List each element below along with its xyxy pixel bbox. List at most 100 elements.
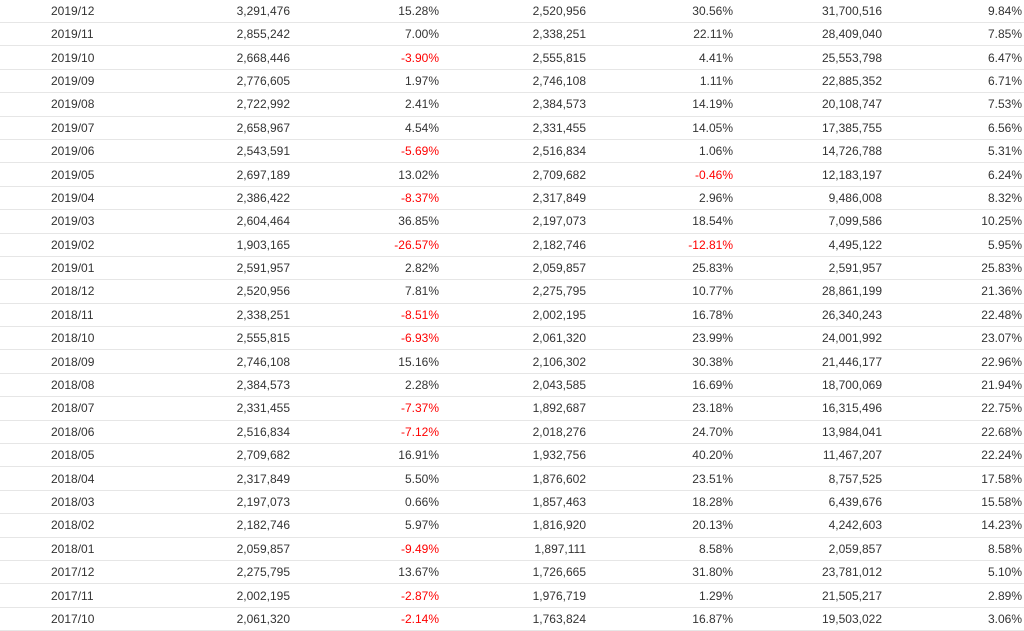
cumulative-revenue-cell: 4,242,603: [735, 513, 884, 538]
cumulative-change-cell: 5.10%: [884, 560, 1024, 585]
yoy-change-cell: 1.11%: [588, 69, 735, 94]
revenue-cell: 2,002,195: [105, 583, 292, 608]
mom-change-cell: 2.41%: [292, 92, 441, 117]
cumulative-change-cell: 22.68%: [884, 420, 1024, 445]
cumulative-change-cell: 22.48%: [884, 303, 1024, 328]
cumulative-change-cell: 15.58%: [884, 490, 1024, 515]
yoy-change-cell: 30.38%: [588, 349, 735, 374]
cumulative-revenue-cell: 21,446,177: [735, 349, 884, 374]
cumulative-revenue-cell: 14,726,788: [735, 139, 884, 164]
revenue-cell: 2,855,242: [105, 22, 292, 47]
revenue-cell: 3,291,476: [105, 0, 292, 23]
cumulative-change-cell: 23.07%: [884, 326, 1024, 351]
table-row: 2017/11 2,002,195 -2.87% 1,976,719 1.29% 21,5…: [0, 583, 1024, 608]
yoy-change-cell: 23.51%: [588, 466, 735, 491]
month-cell: 2018/06: [0, 420, 105, 445]
table-row: 2017/12 2,275,795 13.67% 1,726,665 31.80% 23,…: [0, 560, 1024, 585]
table-row: 2017/10 2,061,320 -2.14% 1,763,824 16.87% 19,…: [0, 607, 1024, 631]
cumulative-revenue-cell: 21,505,217: [735, 583, 884, 608]
cumulative-revenue-cell: 28,409,040: [735, 22, 884, 47]
revenue-cell: 2,386,422: [105, 186, 292, 211]
prior-year-revenue-cell: 2,182,746: [441, 233, 588, 257]
revenue-cell: 2,059,857: [105, 537, 292, 561]
yoy-change-cell: 24.70%: [588, 420, 735, 445]
cumulative-change-cell: 10.25%: [884, 209, 1024, 234]
prior-year-revenue-cell: 1,892,687: [441, 396, 588, 421]
cumulative-revenue-cell: 26,340,243: [735, 303, 884, 328]
table-row: 2019/03 2,604,464 36.85% 2,197,073 18.54% 7,0…: [0, 209, 1024, 234]
month-cell: 2019/03: [0, 209, 105, 234]
cumulative-revenue-cell: 7,099,586: [735, 209, 884, 234]
cumulative-change-cell: 6.71%: [884, 69, 1024, 94]
table-row: 2019/07 2,658,967 4.54% 2,331,455 14.05% 17,3…: [0, 116, 1024, 140]
cumulative-revenue-cell: 18,700,069: [735, 373, 884, 398]
month-cell: 2018/03: [0, 490, 105, 515]
revenue-cell: 2,516,834: [105, 420, 292, 445]
cumulative-revenue-cell: 28,861,199: [735, 279, 884, 304]
cumulative-revenue-cell: 16,315,496: [735, 396, 884, 421]
month-cell: 2018/09: [0, 349, 105, 374]
month-cell: 2018/01: [0, 537, 105, 561]
prior-year-revenue-cell: 2,106,302: [441, 349, 588, 374]
prior-year-revenue-cell: 2,338,251: [441, 22, 588, 47]
mom-change-cell: -5.69%: [292, 139, 441, 164]
yoy-change-cell: 16.87%: [588, 607, 735, 631]
mom-change-cell: 1.97%: [292, 69, 441, 94]
prior-year-revenue-cell: 2,555,815: [441, 45, 588, 70]
yoy-change-cell: 2.96%: [588, 186, 735, 211]
prior-year-revenue-cell: 2,709,682: [441, 162, 588, 187]
cumulative-revenue-cell: 22,885,352: [735, 69, 884, 94]
cumulative-revenue-cell: 8,757,525: [735, 466, 884, 491]
cumulative-change-cell: 17.58%: [884, 466, 1024, 491]
revenue-cell: 2,061,320: [105, 607, 292, 631]
cumulative-change-cell: 6.47%: [884, 45, 1024, 70]
cumulative-revenue-cell: 24,001,992: [735, 326, 884, 351]
yoy-change-cell: 8.58%: [588, 537, 735, 561]
cumulative-change-cell: 2.89%: [884, 583, 1024, 608]
table-row: 2019/04 2,386,422 -8.37% 2,317,849 2.96% 9,48…: [0, 186, 1024, 211]
prior-year-revenue-cell: 1,897,111: [441, 537, 588, 561]
month-cell: 2018/10: [0, 326, 105, 351]
month-cell: 2019/12: [0, 0, 105, 23]
mom-change-cell: -3.90%: [292, 45, 441, 70]
revenue-cell: 2,520,956: [105, 279, 292, 304]
revenue-cell: 2,776,605: [105, 69, 292, 94]
table-row: 2018/11 2,338,251 -8.51% 2,002,195 16.78% 26,…: [0, 303, 1024, 328]
mom-change-cell: -7.12%: [292, 420, 441, 445]
yoy-change-cell: 22.11%: [588, 22, 735, 47]
cumulative-change-cell: 25.83%: [884, 256, 1024, 281]
cumulative-revenue-cell: 20,108,747: [735, 92, 884, 117]
mom-change-cell: 2.82%: [292, 256, 441, 281]
revenue-cell: 2,668,446: [105, 45, 292, 70]
mom-change-cell: -9.49%: [292, 537, 441, 561]
yoy-change-cell: 16.69%: [588, 373, 735, 398]
cumulative-revenue-cell: 31,700,516: [735, 0, 884, 23]
cumulative-change-cell: 8.32%: [884, 186, 1024, 211]
cumulative-change-cell: 21.94%: [884, 373, 1024, 398]
cumulative-change-cell: 14.23%: [884, 513, 1024, 538]
cumulative-change-cell: 21.36%: [884, 279, 1024, 304]
mom-change-cell: -6.93%: [292, 326, 441, 351]
cumulative-change-cell: 6.56%: [884, 116, 1024, 140]
month-cell: 2019/06: [0, 139, 105, 164]
month-cell: 2019/04: [0, 186, 105, 211]
table-row: 2018/06 2,516,834 -7.12% 2,018,276 24.70% 13,…: [0, 420, 1024, 445]
mom-change-cell: -8.51%: [292, 303, 441, 328]
revenue-cell: 2,543,591: [105, 139, 292, 164]
yoy-change-cell: 1.06%: [588, 139, 735, 164]
mom-change-cell: 5.50%: [292, 466, 441, 491]
revenue-cell: 2,182,746: [105, 513, 292, 538]
mom-change-cell: 4.54%: [292, 116, 441, 140]
mom-change-cell: -2.14%: [292, 607, 441, 631]
mom-change-cell: 2.28%: [292, 373, 441, 398]
revenue-cell: 2,658,967: [105, 116, 292, 140]
month-cell: 2018/12: [0, 279, 105, 304]
prior-year-revenue-cell: 2,516,834: [441, 139, 588, 164]
month-cell: 2018/08: [0, 373, 105, 398]
prior-year-revenue-cell: 2,746,108: [441, 69, 588, 94]
revenue-cell: 2,197,073: [105, 490, 292, 515]
revenue-cell: 2,275,795: [105, 560, 292, 585]
mom-change-cell: 15.28%: [292, 0, 441, 23]
cumulative-change-cell: 7.53%: [884, 92, 1024, 117]
